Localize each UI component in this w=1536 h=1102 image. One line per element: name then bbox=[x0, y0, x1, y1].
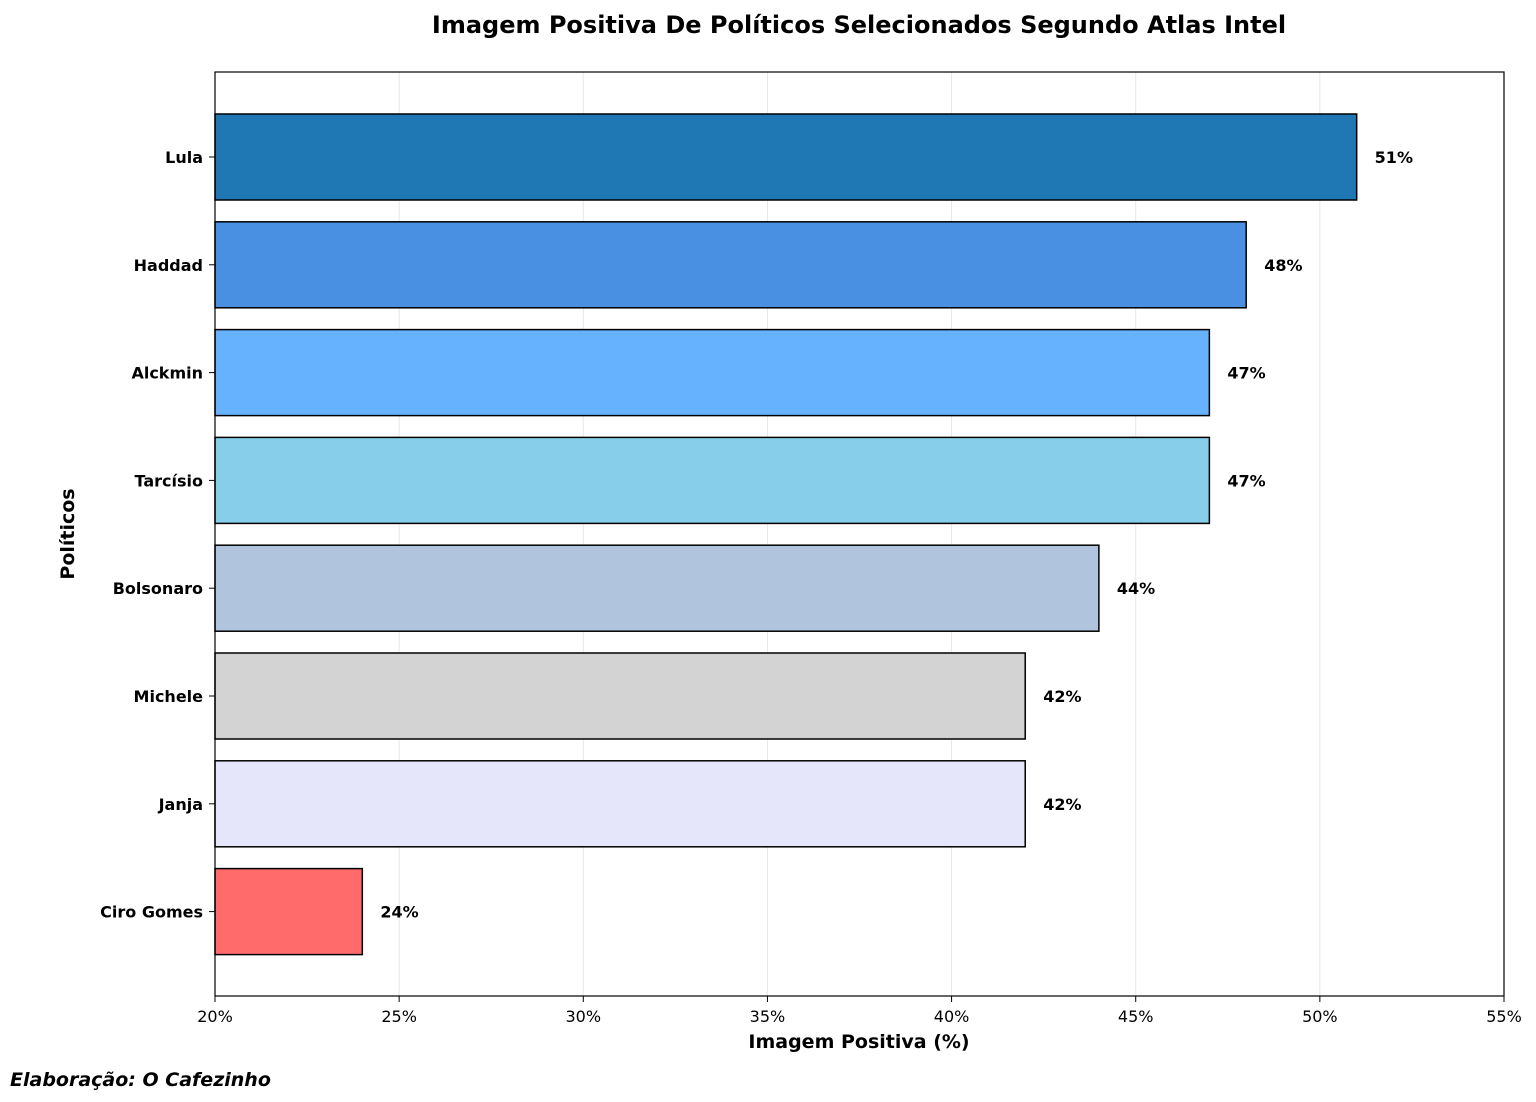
x-tick-label: 55% bbox=[1486, 1007, 1522, 1026]
x-tick-label: 30% bbox=[566, 1007, 602, 1026]
y-category-label: Lula bbox=[165, 148, 203, 167]
bar-bolsonaro bbox=[214, 544, 1100, 632]
data-label: 42% bbox=[1043, 687, 1081, 706]
y-category-label: Alckmin bbox=[131, 364, 203, 383]
y-category-label: Michele bbox=[134, 687, 204, 706]
footer-credit: Elaboração: O Cafezinho bbox=[10, 1069, 271, 1091]
bar-lula bbox=[214, 113, 1358, 201]
x-tick-label: 50% bbox=[1302, 1007, 1338, 1026]
x-tick-label: 35% bbox=[750, 1007, 786, 1026]
data-label: 51% bbox=[1375, 148, 1413, 167]
data-label: 44% bbox=[1117, 579, 1155, 598]
data-label: 24% bbox=[380, 903, 418, 922]
data-label: 47% bbox=[1227, 364, 1265, 383]
y-axis-categories: Lula Haddad Alckmin Tarcísio Bolsonaro Michel… bbox=[100, 148, 215, 922]
x-tick-label: 45% bbox=[1118, 1007, 1154, 1026]
bar-janja bbox=[214, 760, 1026, 848]
bar-haddad bbox=[214, 221, 1247, 309]
data-label: 47% bbox=[1227, 471, 1265, 490]
y-category-label: Tarcísio bbox=[134, 471, 203, 490]
x-tick-label: 40% bbox=[934, 1007, 970, 1026]
y-category-label: Ciro Gomes bbox=[100, 903, 203, 922]
bars bbox=[214, 113, 1358, 956]
y-category-label: Haddad bbox=[134, 256, 203, 275]
chart-title: Imagem Positiva De Políticos Selecionado… bbox=[432, 11, 1286, 39]
x-axis-label: Imagem Positiva (%) bbox=[748, 1031, 969, 1053]
bar-michele bbox=[214, 652, 1026, 740]
bar-alckmin bbox=[214, 328, 1211, 417]
data-label: 42% bbox=[1043, 795, 1081, 814]
y-category-label: Janja bbox=[158, 795, 203, 814]
x-tick-label: 20% bbox=[197, 1007, 233, 1026]
data-label: 48% bbox=[1264, 256, 1302, 275]
x-tick-label: 25% bbox=[381, 1007, 417, 1026]
plot-frame bbox=[214, 71, 1505, 997]
x-axis-ticks: 20% 25% 30% 35% 40% 45% 50% 55% bbox=[197, 996, 1522, 1026]
data-labels: 51% 48% 47% 47% 44% 42% 42% 24% bbox=[380, 148, 1413, 922]
y-category-label: Bolsonaro bbox=[113, 579, 203, 598]
y-axis-label: Políticos bbox=[57, 488, 79, 579]
bar-tarcísio bbox=[214, 436, 1211, 525]
gridlines bbox=[214, 72, 1505, 996]
bar-ciro-gomes bbox=[214, 867, 364, 956]
